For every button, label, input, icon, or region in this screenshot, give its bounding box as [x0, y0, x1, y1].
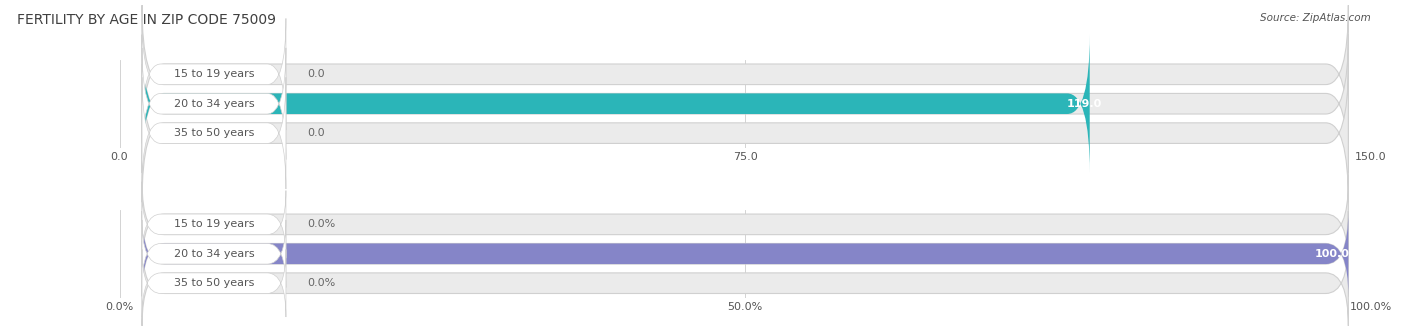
FancyBboxPatch shape: [142, 5, 1348, 143]
Text: Source: ZipAtlas.com: Source: ZipAtlas.com: [1260, 13, 1371, 23]
FancyBboxPatch shape: [142, 182, 1348, 267]
Text: FERTILITY BY AGE IN ZIP CODE 75009: FERTILITY BY AGE IN ZIP CODE 75009: [17, 13, 276, 27]
Text: 0.0%: 0.0%: [308, 278, 336, 288]
FancyBboxPatch shape: [142, 34, 1090, 173]
FancyBboxPatch shape: [142, 211, 1348, 297]
Text: 0.0%: 0.0%: [308, 219, 336, 229]
Text: 100.0%: 100.0%: [1315, 249, 1361, 259]
FancyBboxPatch shape: [142, 211, 1348, 297]
FancyBboxPatch shape: [142, 191, 285, 258]
FancyBboxPatch shape: [142, 48, 285, 160]
Text: 20 to 34 years: 20 to 34 years: [174, 249, 254, 259]
FancyBboxPatch shape: [142, 34, 1348, 173]
FancyBboxPatch shape: [142, 64, 1348, 202]
FancyBboxPatch shape: [142, 77, 285, 189]
Text: 35 to 50 years: 35 to 50 years: [174, 128, 254, 138]
FancyBboxPatch shape: [142, 19, 285, 130]
Text: 15 to 19 years: 15 to 19 years: [174, 219, 254, 229]
Text: 20 to 34 years: 20 to 34 years: [174, 99, 254, 109]
Text: 35 to 50 years: 35 to 50 years: [174, 278, 254, 288]
Text: 0.0: 0.0: [308, 69, 325, 79]
FancyBboxPatch shape: [142, 220, 285, 288]
Text: 119.0: 119.0: [1067, 99, 1102, 109]
FancyBboxPatch shape: [142, 241, 1348, 326]
Text: 15 to 19 years: 15 to 19 years: [174, 69, 254, 79]
Text: 0.0: 0.0: [308, 128, 325, 138]
FancyBboxPatch shape: [142, 249, 285, 317]
